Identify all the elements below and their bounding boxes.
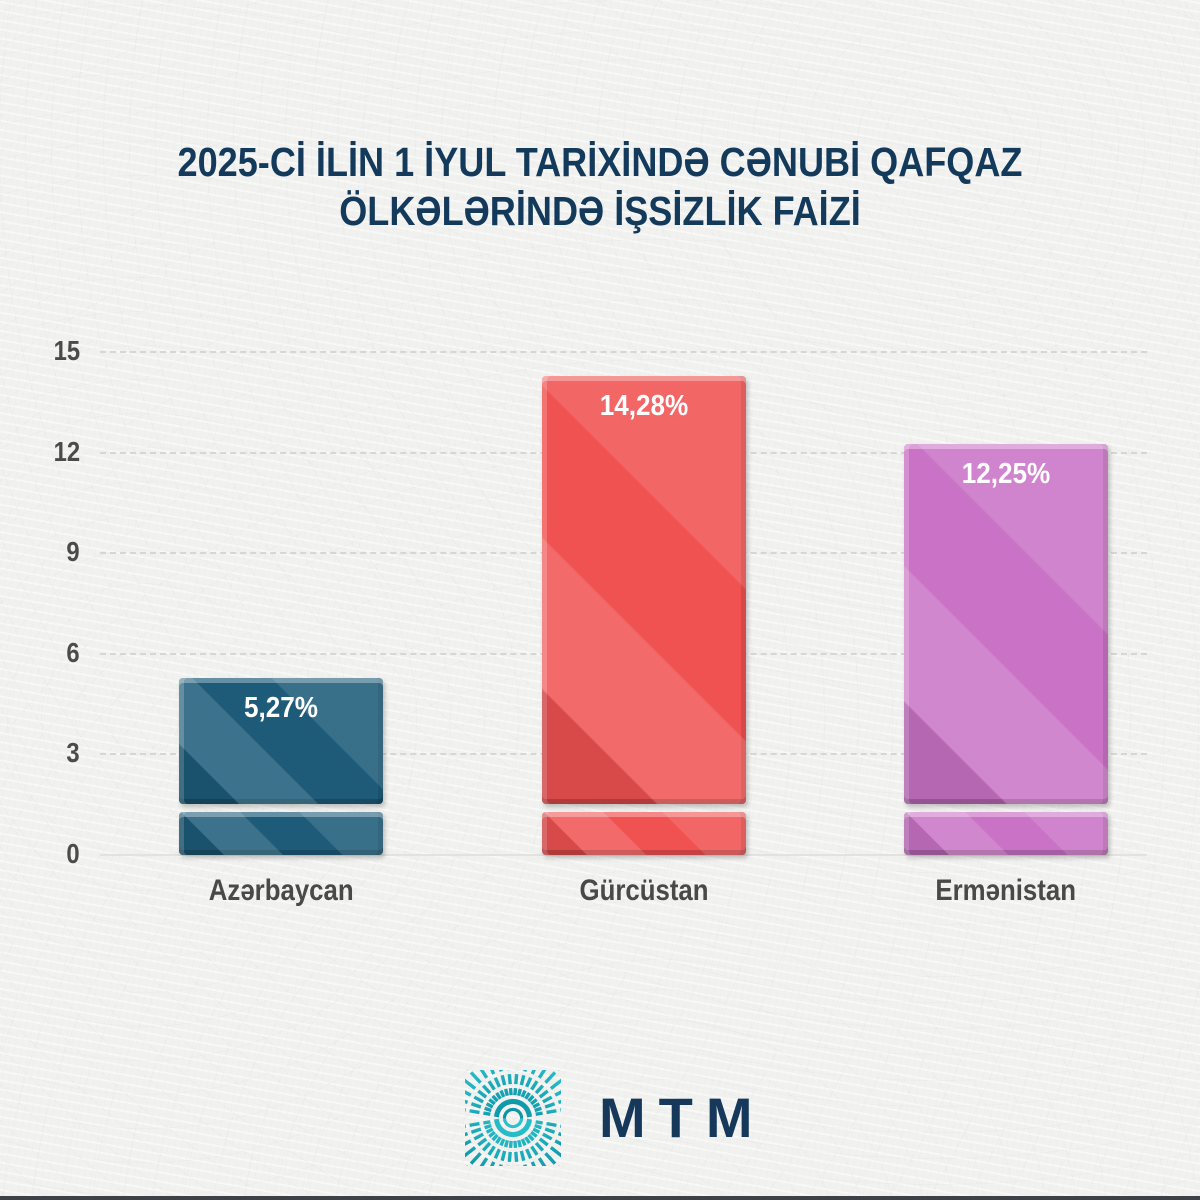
burst-ray [513,1070,527,1112]
burst-ray [507,1070,515,1112]
y-tick-text: 3 [66,737,80,769]
burst-ray [465,1118,507,1137]
y-tick-label: 9 [24,536,80,568]
burst-ray [499,1124,513,1166]
bar-group-2: 12,25% [904,444,1108,855]
burst-ray [466,1070,510,1115]
chart-title-line2: ÖLKƏLƏRİNDƏ İŞSİZLİK FAİZİ [339,188,861,234]
chart-title: 2025-Cİ İLİN 1 İYUL TARİXİNDƏ CƏNUBİ QAF… [0,138,1200,236]
y-tick-text: 15 [53,335,80,366]
bar-group-1: 14,28% [542,376,746,855]
category-label: Gürcüstan [484,874,804,908]
burst-ray [519,1108,561,1119]
burst-ray [490,1070,512,1113]
bar-base-slice [179,811,383,855]
burst-ray [465,1099,507,1118]
bar-value-label: 14,28% [599,390,689,423]
burst-ray [516,1121,560,1166]
burst-ray [514,1070,536,1113]
y-tick-text: 0 [66,838,80,869]
burst-ray [516,1070,560,1115]
burst-ray [479,1070,511,1114]
burst-ray [511,1070,519,1112]
bar-base-slice [904,811,1108,855]
burst-ray [517,1078,561,1116]
y-tick-label: 12 [24,436,80,468]
burst-ray [507,1124,515,1166]
y-tick-text: 6 [66,636,80,668]
burst-ray [511,1124,519,1166]
category-label: Ermənistan [846,874,1166,908]
burst-ray [519,1117,561,1128]
burst-ray [499,1070,513,1112]
logo-text: MTM [599,1086,766,1149]
bar-main: 14,28% [542,376,746,804]
burst-ray [515,1122,547,1166]
burst-ray [490,1123,512,1166]
burst-ray [513,1124,527,1166]
burst-ray [515,1070,547,1114]
y-tick-label: 6 [24,637,80,669]
burst-ray [465,1078,509,1116]
burst-ray [465,1120,509,1158]
burst-ray [519,1118,561,1137]
logo: MTM [463,1068,766,1168]
burst-ray [517,1120,561,1158]
footer-strip [0,1196,1200,1200]
burst-ray [465,1108,507,1119]
bar-gap [542,804,746,812]
category-text: Azərbaycan [208,874,354,907]
category-text: Ermənistan [935,874,1077,907]
y-tick-label: 0 [24,838,80,870]
bar-base-slice [542,811,746,855]
x-axis-baseline [100,854,1147,856]
bar-main: 5,27% [179,678,383,804]
burst-rays-icon [465,1070,561,1166]
burst-ray [465,1117,507,1128]
chart-title-line1: 2025-Cİ İLİN 1 İYUL TARİXİNDƏ CƏNUBİ QAF… [177,139,1023,185]
burst-ray [518,1090,561,1117]
category-label: Azərbaycan [121,874,441,908]
gridline [100,351,1147,353]
burst-ray [518,1119,561,1146]
bar-gap [904,804,1108,812]
burst-ray [519,1099,561,1118]
burst-ray [479,1122,511,1166]
burst-ray [466,1121,510,1166]
y-tick-text: 9 [66,536,80,568]
y-tick-label: 15 [24,335,80,367]
burst-ray [465,1090,508,1117]
bar-value-label: 5,27% [243,692,318,725]
bar-value-label: 12,25% [961,458,1051,491]
y-tick-text: 12 [53,435,80,467]
burst-ray [465,1119,508,1146]
bar-group-0: 5,27% [179,678,383,855]
category-text: Gürcüstan [579,874,709,907]
burst-ray [514,1123,536,1166]
bar-main: 12,25% [904,444,1108,804]
y-tick-label: 3 [24,737,80,769]
bar-gap [179,804,383,812]
